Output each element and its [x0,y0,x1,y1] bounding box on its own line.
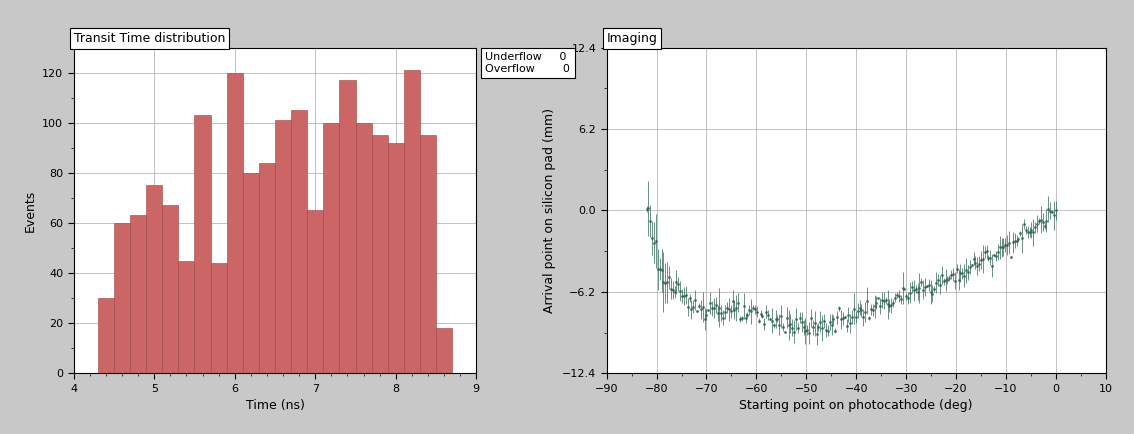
X-axis label: Time (ns): Time (ns) [246,399,304,412]
Bar [113,223,130,373]
Bar [146,185,162,373]
Bar [211,263,227,373]
Text: Transit Time distribution: Transit Time distribution [74,32,225,45]
Bar [291,110,307,373]
Bar [98,298,115,373]
Bar [404,70,420,373]
Bar [227,73,243,373]
Bar [323,123,339,373]
Bar [388,143,404,373]
Bar [307,210,323,373]
Bar [259,163,274,373]
Bar [243,173,259,373]
Bar [130,216,146,373]
Bar [274,120,291,373]
Bar [372,135,388,373]
Bar [356,123,372,373]
Bar [339,80,356,373]
Bar [420,135,435,373]
X-axis label: Starting point on photocathode (deg): Starting point on photocathode (deg) [739,399,973,412]
Text: Imaging: Imaging [607,32,658,45]
Text: Underflow     0
Overflow        0: Underflow 0 Overflow 0 [485,52,570,74]
Bar [178,260,195,373]
Bar [195,115,211,373]
Y-axis label: Events: Events [24,189,36,232]
Bar [162,205,178,373]
Bar [435,328,452,373]
Y-axis label: Arrival point on silicon pad (mm): Arrival point on silicon pad (mm) [543,108,557,313]
